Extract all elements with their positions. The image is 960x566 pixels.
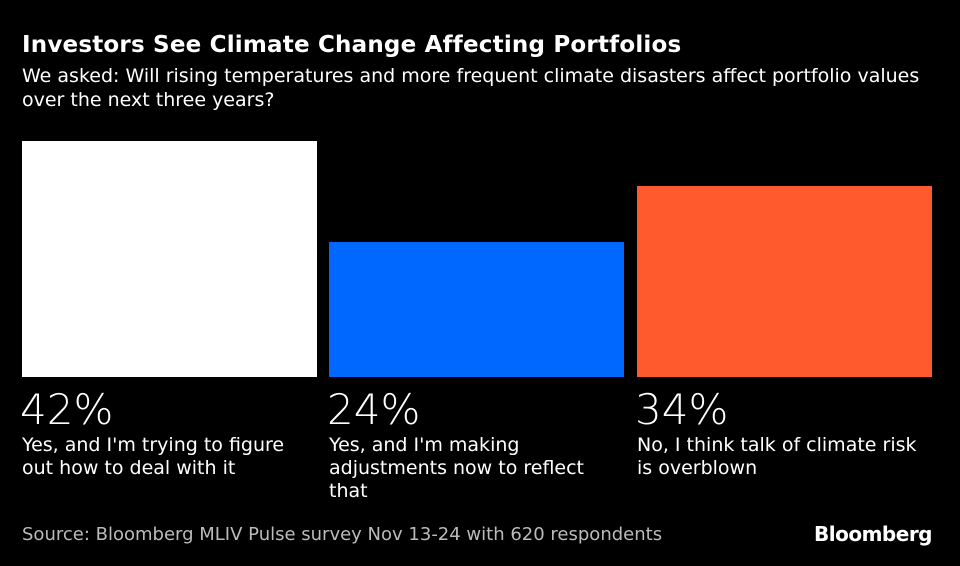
category-label: Yes, and I'm making adjustments now to r… <box>329 434 584 502</box>
category-label: No, I think talk of climate risk is over… <box>637 434 917 479</box>
bloomberg-logo: Bloomberg <box>814 522 932 546</box>
value-label: 34% <box>635 385 729 434</box>
value-label: 24% <box>327 385 421 434</box>
value-label: 42% <box>20 385 114 434</box>
chart-subtitle: We asked: Will rising temperatures and m… <box>22 65 920 111</box>
source-note: Source: Bloomberg MLIV Pulse survey Nov … <box>22 524 663 545</box>
chart-title: Investors See Climate Change Affecting P… <box>22 32 682 58</box>
category-label: Yes, and I'm trying to figure out how to… <box>22 434 285 479</box>
bar-2 <box>637 185 932 377</box>
bar-0 <box>22 141 317 377</box>
bar-1 <box>329 242 624 377</box>
